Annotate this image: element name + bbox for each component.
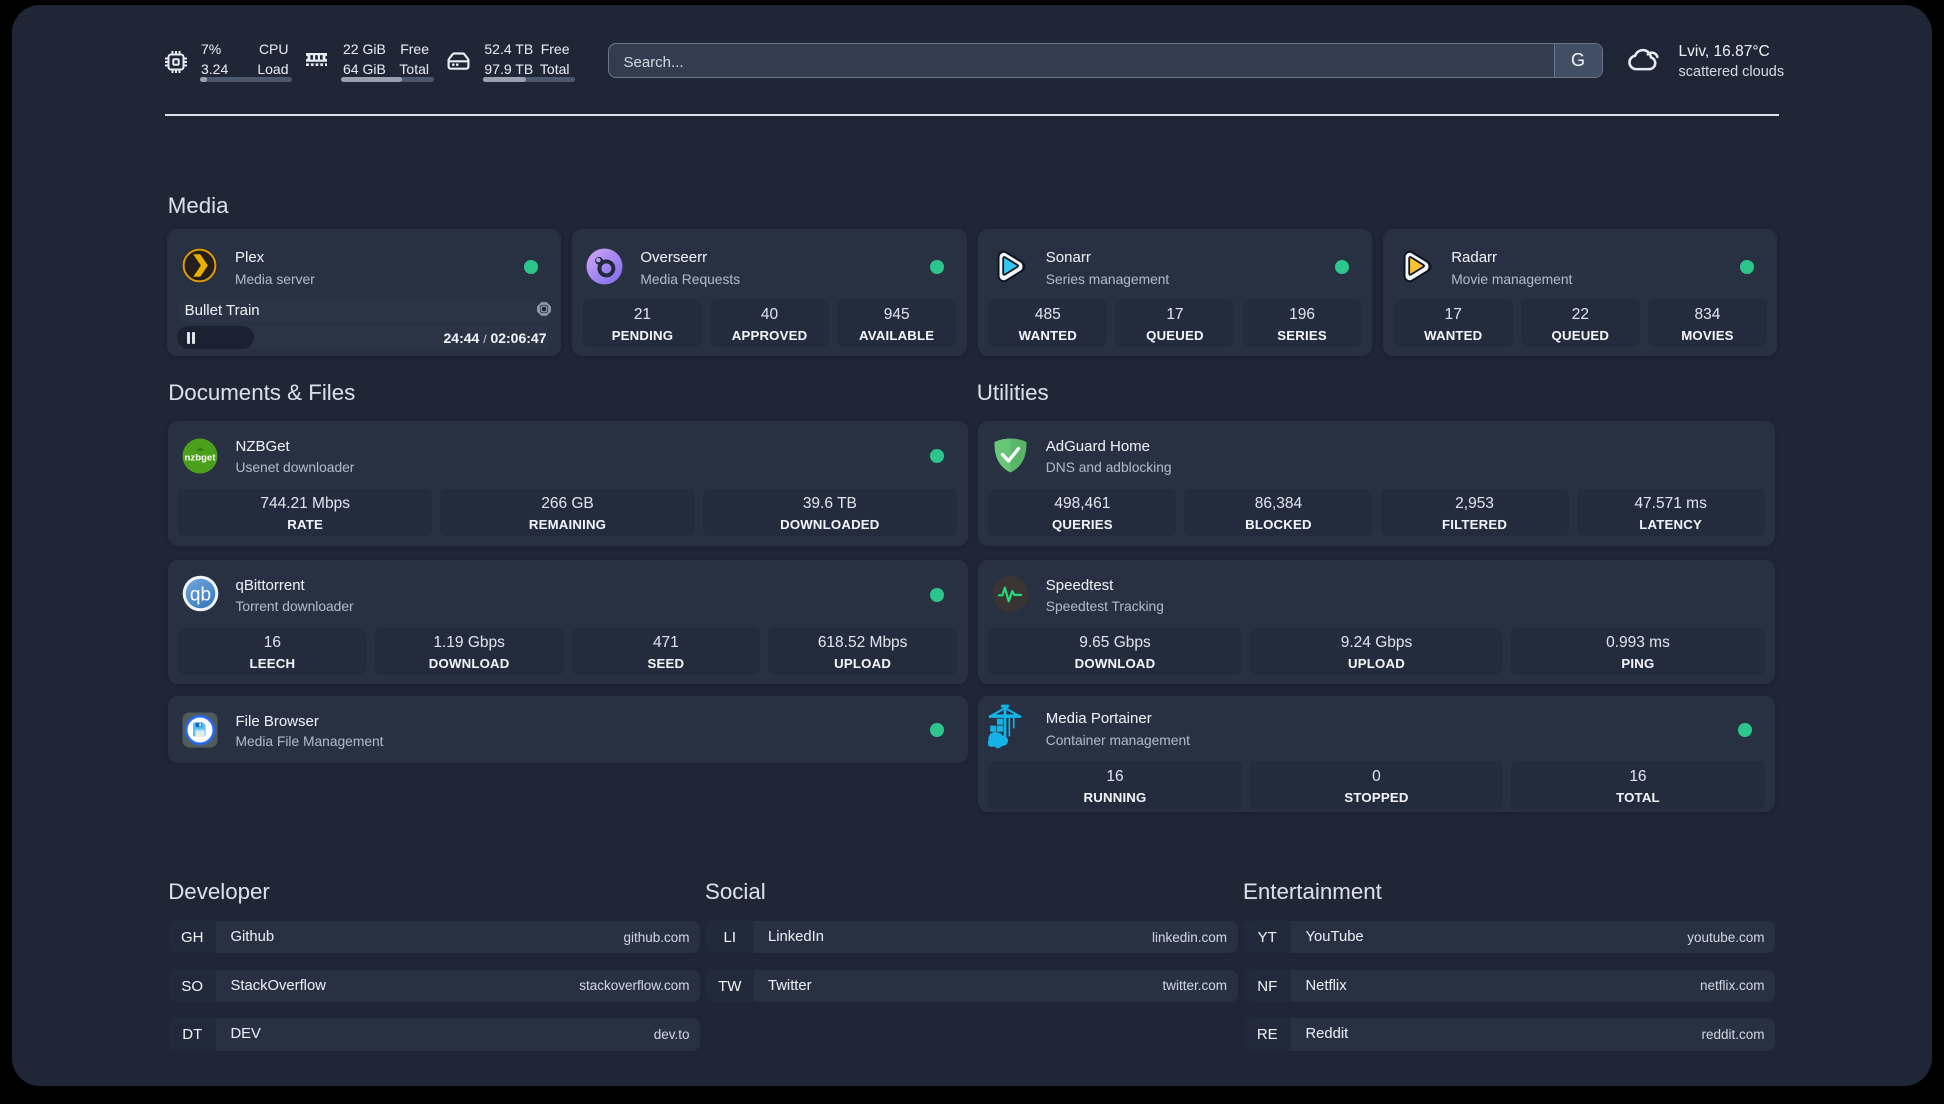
svg-text:nzbget: nzbget	[184, 453, 216, 464]
svg-text:qb: qb	[189, 585, 210, 606]
